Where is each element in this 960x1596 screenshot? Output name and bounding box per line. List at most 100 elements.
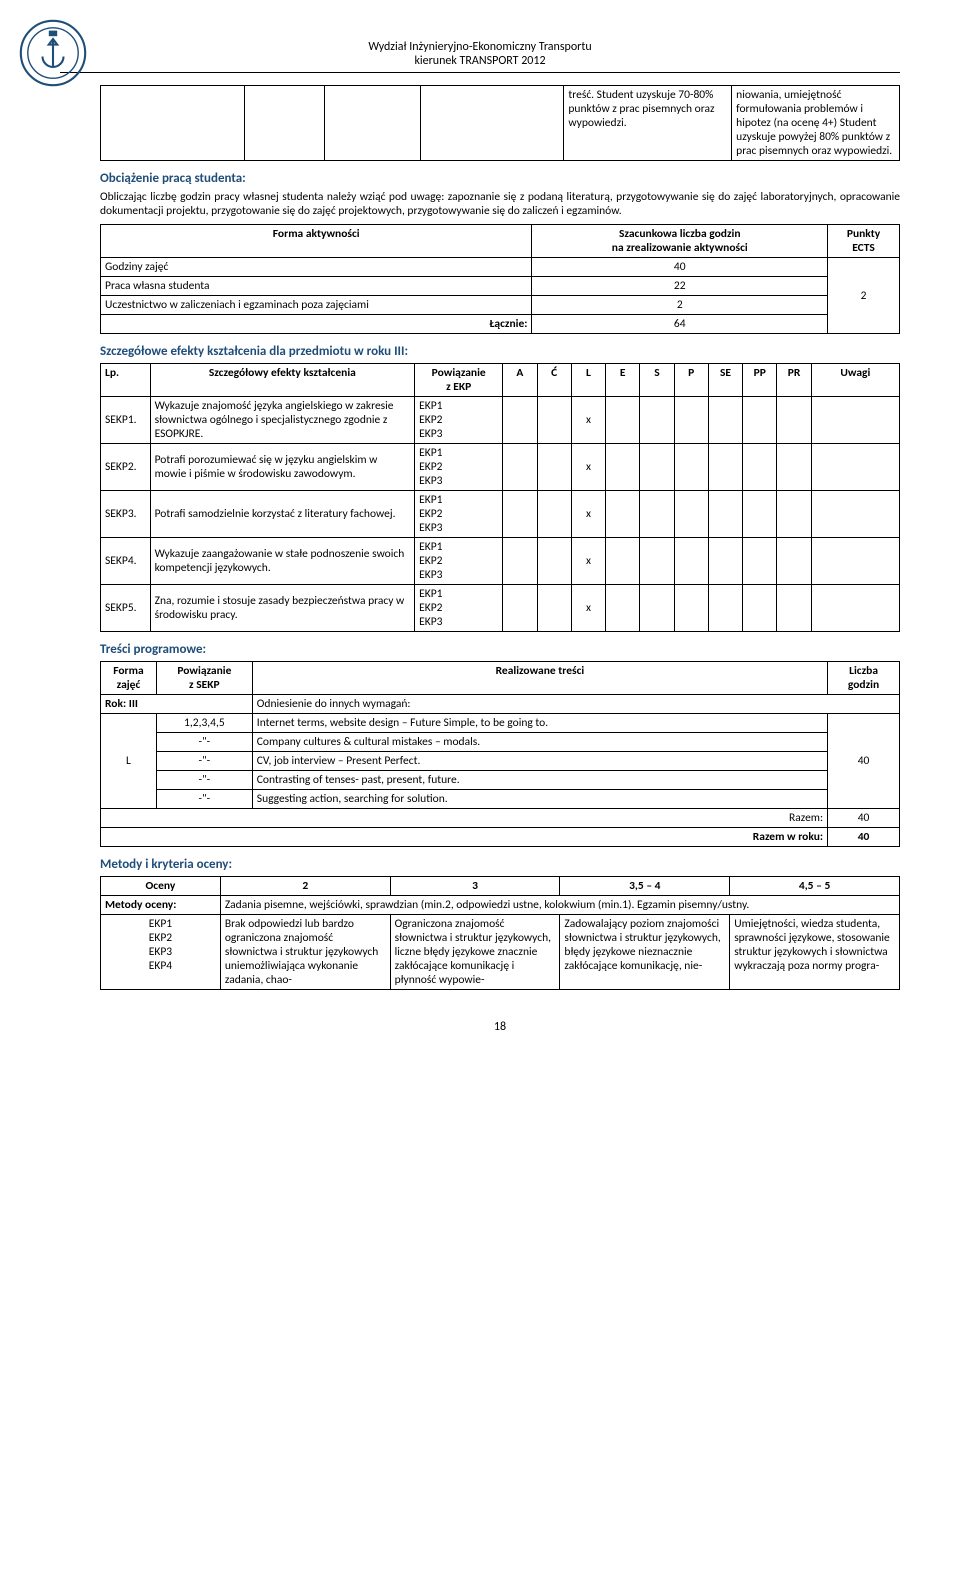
effects-row-flag	[537, 444, 571, 491]
prog-row-tresc: Contrasting of tenses- past, present, fu…	[252, 771, 827, 790]
effects-head-ekp: Powiązanie z EKP	[415, 364, 503, 397]
effects-head-flag: SE	[708, 364, 742, 397]
effects-row-flag	[743, 538, 777, 585]
oceny-cell: Zadowalający poziom znajomości słownictw…	[560, 915, 730, 990]
effects-row-flag	[640, 538, 674, 585]
effects-row-flag	[606, 585, 640, 632]
effects-row-flag	[674, 444, 708, 491]
effects-row-flag	[674, 397, 708, 444]
prog-row-sekp: -"-	[156, 733, 252, 752]
effects-row-lp: SEKP3.	[101, 491, 151, 538]
effects-row-uwagi	[811, 491, 899, 538]
prog-godz-val: 40	[828, 714, 900, 809]
effects-head-flag: P	[674, 364, 708, 397]
oceny-grade: 4,5 – 5	[730, 877, 900, 896]
workload-paragraph: Obliczając liczbę godzin pracy własnej s…	[100, 190, 900, 218]
effects-row-uwagi	[811, 585, 899, 632]
effects-row-uwagi	[811, 444, 899, 491]
effects-row-flag	[503, 491, 537, 538]
activity-head-form: Forma aktywności	[101, 225, 532, 258]
prog-head-godz: Liczba godzin	[828, 662, 900, 695]
effects-row-flag	[708, 397, 742, 444]
activity-row-hours: 22	[532, 277, 828, 296]
effects-row-desc: Wykazuje znajomość języka angielskiego w…	[150, 397, 415, 444]
section-effects-title: Szczegółowe efekty kształcenia dla przed…	[100, 344, 900, 359]
effects-row-uwagi	[811, 538, 899, 585]
institution-logo	[18, 18, 88, 88]
activity-table: Forma aktywności Szacunkowa liczba godzi…	[100, 224, 900, 334]
activity-total-hours: 64	[532, 315, 828, 334]
oceny-grade: 3,5 – 4	[560, 877, 730, 896]
activity-head-ects: Punkty ECTS	[828, 225, 900, 258]
effects-row-lp: SEKP4.	[101, 538, 151, 585]
effects-row-flag	[708, 444, 742, 491]
effects-row-flag	[640, 585, 674, 632]
effects-row-flag	[743, 491, 777, 538]
prog-razem-val: 40	[828, 809, 900, 828]
activity-ects: 2	[828, 258, 900, 334]
effects-head-flag: A	[503, 364, 537, 397]
prog-table: Forma zajęć Powiązanie z SEKP Realizowan…	[100, 661, 900, 847]
activity-row-name: Godziny zajęć	[101, 258, 532, 277]
prog-row-sekp: -"-	[156, 752, 252, 771]
effects-row-flag	[708, 538, 742, 585]
effects-row-flag	[503, 397, 537, 444]
section-workload-title: Obciążenie pracą studenta:	[100, 171, 900, 186]
effects-head-flag: Ć	[537, 364, 571, 397]
prog-row-tresc: Internet terms, website design – Future …	[252, 714, 827, 733]
effects-row-flag: x	[571, 491, 605, 538]
effects-row-ekp: EKP1 EKP2 EKP3	[415, 397, 503, 444]
effects-row-flag	[777, 585, 811, 632]
page-number: 18	[100, 1020, 900, 1034]
effects-row-flag	[743, 397, 777, 444]
prog-rok-text: Odniesienie do innych wymagań:	[252, 695, 899, 714]
prog-head-forma: Forma zajęć	[101, 662, 157, 695]
effects-row-flag: x	[571, 397, 605, 444]
cont-col6: niowania, umiejętność formułowania probl…	[732, 86, 900, 161]
effects-row-flag	[674, 491, 708, 538]
effects-head-flag: PR	[777, 364, 811, 397]
header-dept: Wydział Inżynieryjno-Ekonomiczny Transpo…	[60, 40, 900, 54]
prog-forma-val: L	[101, 714, 157, 809]
effects-row-flag	[606, 444, 640, 491]
effects-row-flag	[674, 585, 708, 632]
effects-row-desc: Potrafi porozumiewać się w języku angiel…	[150, 444, 415, 491]
effects-row-flag	[708, 585, 742, 632]
effects-table: Lp. Szczegółowy efekty kształcenia Powią…	[100, 363, 900, 632]
effects-row-flag	[503, 444, 537, 491]
effects-row-flag	[537, 538, 571, 585]
effects-row-desc: Wykazuje zaangażowanie w stałe podnoszen…	[150, 538, 415, 585]
cont-col5: treść. Student uzyskuje 70-80% punktów z…	[564, 86, 732, 161]
effects-row-flag	[777, 491, 811, 538]
effects-row-flag	[674, 538, 708, 585]
effects-row-desc: Zna, rozumie i stosuje zasady bezpieczeń…	[150, 585, 415, 632]
effects-row-flag	[743, 585, 777, 632]
effects-row-lp: SEKP2.	[101, 444, 151, 491]
prog-row-sekp: -"-	[156, 790, 252, 809]
prog-rok-label: Rok: III	[101, 695, 253, 714]
effects-row-ekp: EKP1 EKP2 EKP3	[415, 585, 503, 632]
effects-row-flag	[777, 397, 811, 444]
effects-row-flag	[640, 444, 674, 491]
oceny-cell: Ograniczona znajomość słownictwa i struk…	[390, 915, 560, 990]
prog-row-sekp: -"-	[156, 771, 252, 790]
section-metody-title: Metody i kryteria oceny:	[100, 857, 900, 872]
oceny-grade: 3	[390, 877, 560, 896]
oceny-cell: Umiejętności, wiedza studenta, sprawnośc…	[730, 915, 900, 990]
effects-row-uwagi	[811, 397, 899, 444]
effects-row-flag	[503, 585, 537, 632]
effects-row-flag	[503, 538, 537, 585]
activity-row-hours: 40	[532, 258, 828, 277]
effects-head-desc: Szczegółowy efekty kształcenia	[150, 364, 415, 397]
prog-razem-label: Razem:	[101, 809, 828, 828]
activity-total-label: Łącznie:	[101, 315, 532, 334]
metody-label: Metody oceny:	[101, 896, 221, 915]
continuation-table: treść. Student uzyskuje 70-80% punktów z…	[100, 85, 900, 161]
effects-row-flag	[537, 585, 571, 632]
effects-row-flag	[537, 397, 571, 444]
prog-row-sekp: 1,2,3,4,5	[156, 714, 252, 733]
effects-head-flag: S	[640, 364, 674, 397]
section-prog-title: Treści programowe:	[100, 642, 900, 657]
effects-head-flag: E	[606, 364, 640, 397]
effects-row-flag	[640, 397, 674, 444]
